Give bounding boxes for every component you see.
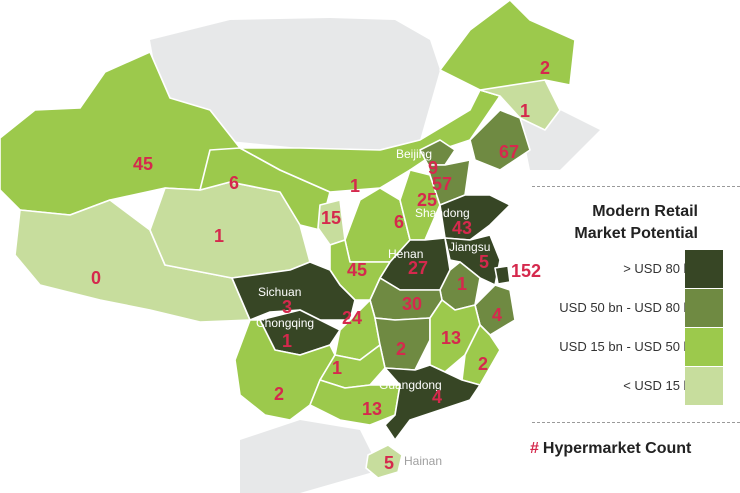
province-heilongjiang[interactable] — [439, 0, 576, 97]
count-fujian: 2 — [478, 354, 488, 374]
legend-swatch — [685, 250, 723, 288]
legend-label: > USD 80 bn — [623, 261, 698, 276]
legend-swatch — [685, 289, 723, 327]
count-heilongjiang: 2 — [540, 58, 550, 78]
legend-label: USD 50 bn - USD 80 bn — [559, 300, 698, 315]
count-shandong: 43 — [452, 218, 472, 238]
legend-title: Modern Retail Market Potential — [560, 201, 698, 245]
count-yunnan: 2 — [274, 384, 284, 404]
province-hainan[interactable] — [365, 444, 403, 479]
count-hubei: 30 — [402, 294, 422, 314]
province-shanghai[interactable] — [494, 265, 511, 285]
legend-item-15-50: USD 15 bn - USD 50 bn — [520, 328, 740, 366]
legend-swatch — [685, 367, 723, 405]
count-liaoning: 67 — [499, 142, 519, 162]
legend-divider-bottom — [532, 422, 740, 423]
label-sichuan: Sichuan — [258, 285, 301, 299]
label-jiangsu: Jiangsu — [449, 240, 490, 254]
hash-symbol: # — [530, 440, 539, 457]
count-chongqing: 1 — [282, 331, 292, 351]
count-hebei: 57 — [432, 174, 452, 194]
count-inner-mongolia: 1 — [350, 176, 360, 196]
count-anhui: 1 — [457, 274, 467, 294]
count-henan: 27 — [408, 258, 428, 278]
legend-divider-top — [532, 186, 740, 187]
count-hunan: 2 — [396, 339, 406, 359]
legend-label: USD 15 bn - USD 50 bn — [559, 339, 698, 354]
legend-item-50-80: USD 50 bn - USD 80 bn — [520, 289, 740, 327]
count-beijing: 9 — [428, 158, 438, 178]
count-hainan: 5 — [384, 453, 394, 473]
neighbor-land-north — [150, 18, 440, 150]
count-sichuan: 3 — [282, 297, 292, 317]
province-sichuan[interactable] — [231, 261, 356, 321]
count-jiangsu: 5 — [479, 252, 489, 272]
count-shanghai: 152 — [511, 261, 541, 281]
province-jilin[interactable] — [479, 79, 561, 131]
hypermarket-count-legend: # Hypermarket Count — [530, 440, 691, 458]
neighbor-land-south — [240, 420, 380, 493]
count-xinjiang: 45 — [133, 154, 153, 174]
legend-swatch — [685, 328, 723, 366]
count-jiangxi: 13 — [441, 328, 461, 348]
count-gansu: 6 — [229, 173, 239, 193]
count-ningxia: 15 — [321, 208, 341, 228]
count-shaanxi: 6 — [394, 212, 404, 232]
label-hainan: Hainan — [404, 454, 442, 468]
legend-item-under-15: < USD 15 bn — [520, 367, 740, 405]
legend-label: < USD 15 bn — [623, 378, 698, 393]
count-guangdong: 4 — [432, 387, 442, 407]
hypermarket-count-label: Hypermarket Count — [542, 440, 692, 457]
count-zhejiang: 4 — [492, 305, 502, 325]
legend-title-line1: Modern Retail — [592, 203, 698, 220]
count-guangxi: 13 — [362, 399, 382, 419]
count-jilin: 1 — [520, 101, 530, 121]
count-guangxi-north: 1 — [332, 358, 342, 378]
legend-item-over-80: > USD 80 bn — [520, 250, 740, 288]
province-beijing[interactable] — [419, 139, 456, 166]
label-shandong: Shandong — [415, 206, 470, 220]
count-sichuan-east: 45 — [347, 260, 367, 280]
count-guizhou: 24 — [342, 308, 362, 328]
label-henan: Henan — [388, 247, 423, 261]
label-chongqing: Chongqing — [256, 316, 314, 330]
count-qinghai: 1 — [214, 226, 224, 246]
legend-title-line2: Market Potential — [574, 225, 698, 242]
count-tibet: 0 — [91, 268, 101, 288]
label-beijing: Beijing — [396, 147, 432, 161]
label-guangdong: Guangdong — [379, 378, 442, 392]
province-guangdong[interactable] — [384, 364, 481, 441]
count-shanxi: 25 — [417, 190, 437, 210]
province-liaoning[interactable] — [469, 109, 531, 171]
